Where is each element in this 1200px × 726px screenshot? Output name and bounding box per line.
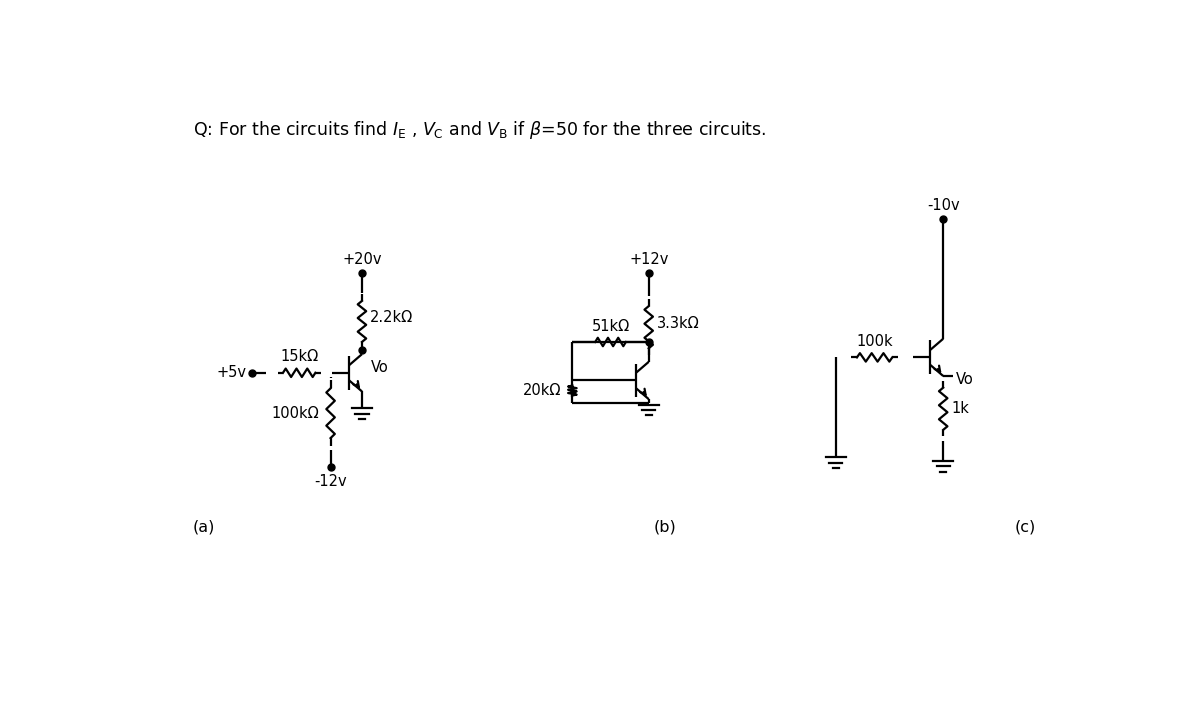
Text: 100k: 100k	[857, 334, 893, 349]
Text: (b): (b)	[654, 519, 677, 534]
Text: -10v: -10v	[926, 197, 960, 213]
Text: 51kΩ: 51kΩ	[592, 319, 630, 333]
Text: Vo: Vo	[955, 372, 973, 388]
Text: (c): (c)	[1015, 519, 1037, 534]
Text: +5v: +5v	[217, 365, 247, 380]
Text: 100kΩ: 100kΩ	[271, 406, 319, 420]
Text: 3.3kΩ: 3.3kΩ	[656, 316, 700, 331]
Text: 1k: 1k	[950, 401, 968, 416]
Text: (a): (a)	[193, 519, 215, 534]
Text: +12v: +12v	[629, 252, 668, 267]
Text: Q: For the circuits find $I_{\rm E}$ , $V_{\rm C}$ and $V_{\rm B}$ if $\beta$=50: Q: For the circuits find $I_{\rm E}$ , $…	[193, 118, 766, 141]
Text: 20kΩ: 20kΩ	[522, 383, 560, 398]
Text: Vo: Vo	[371, 359, 389, 375]
Text: -12v: -12v	[314, 474, 347, 489]
Text: 2.2kΩ: 2.2kΩ	[370, 310, 413, 325]
Text: 15kΩ: 15kΩ	[280, 349, 318, 364]
Text: +20v: +20v	[342, 252, 382, 267]
